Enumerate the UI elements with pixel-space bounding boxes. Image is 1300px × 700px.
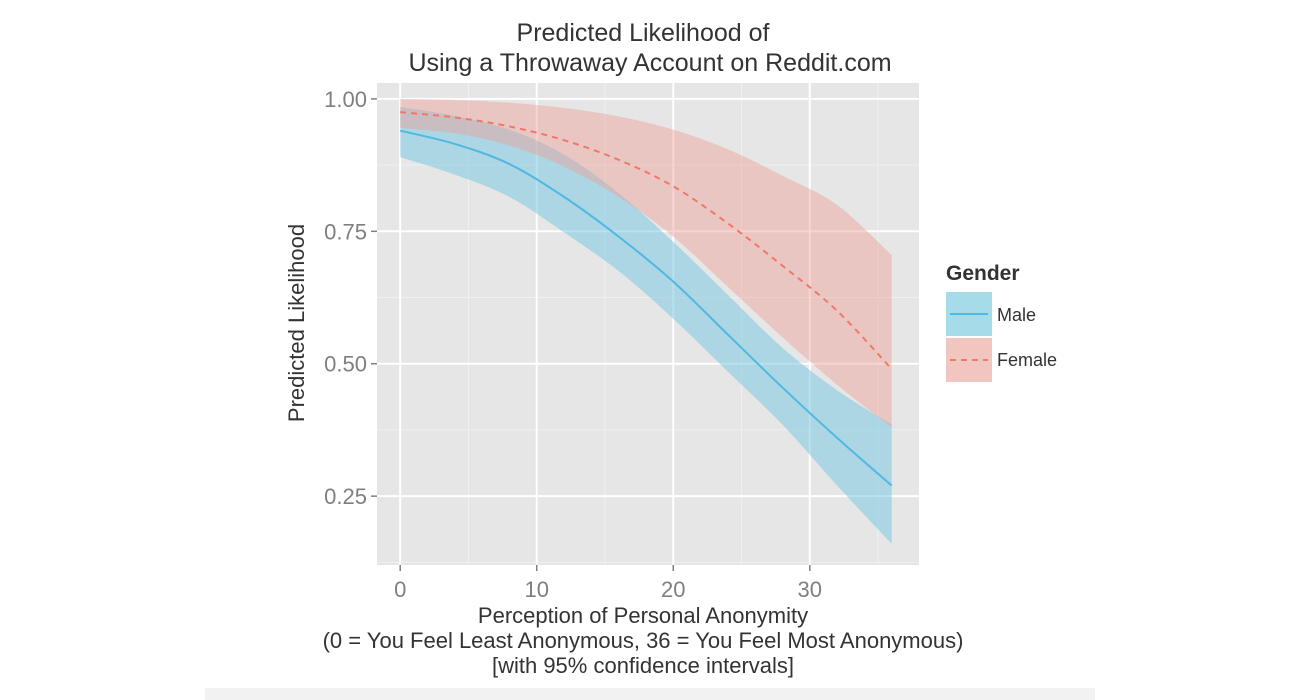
- legend-label-male: Male: [997, 305, 1036, 325]
- chart-title-line-1: Predicted Likelihood of: [517, 19, 770, 47]
- legend-item-female: Female: [946, 338, 1057, 382]
- confidence-band-female: [400, 98, 892, 428]
- legend-title: Gender: [946, 262, 1020, 285]
- x-tick-label: 30: [798, 577, 822, 602]
- series-line-male: [399, 129, 893, 487]
- y-tick-label: 0.75: [324, 219, 367, 244]
- legend: Gender Male Female: [946, 262, 1057, 382]
- x-axis-title-line-2: (0 = You Feel Least Anonymous, 36 = You …: [323, 628, 964, 653]
- series-line-female: [400, 111, 893, 370]
- y-tick-label: 0.25: [324, 484, 367, 509]
- x-axis: 0 10 20 30: [394, 565, 822, 602]
- series-lines: [399, 111, 893, 487]
- x-tick-label: 10: [524, 577, 548, 602]
- y-axis-title: Predicted Likelihood: [284, 224, 309, 422]
- y-tick-label: 0.50: [324, 352, 367, 377]
- x-tick-label: 20: [661, 577, 685, 602]
- confidence-bands: [400, 98, 892, 544]
- legend-label-female: Female: [997, 350, 1057, 370]
- x-axis-title-line-1: Perception of Personal Anonymity: [478, 603, 808, 628]
- chart-title-line-2: Using a Throwaway Account on Reddit.com: [408, 49, 891, 77]
- bottom-strip: [205, 688, 1095, 700]
- x-tick-label: 0: [394, 577, 406, 602]
- legend-item-male: Male: [946, 292, 1036, 336]
- y-axis: 0.25 0.50 0.75 1.00: [324, 87, 377, 509]
- plot-area: [377, 83, 919, 565]
- confidence-band-male: [400, 106, 892, 544]
- y-tick-label: 1.00: [324, 87, 367, 112]
- x-axis-title-line-3: [with 95% confidence intervals]: [492, 653, 794, 678]
